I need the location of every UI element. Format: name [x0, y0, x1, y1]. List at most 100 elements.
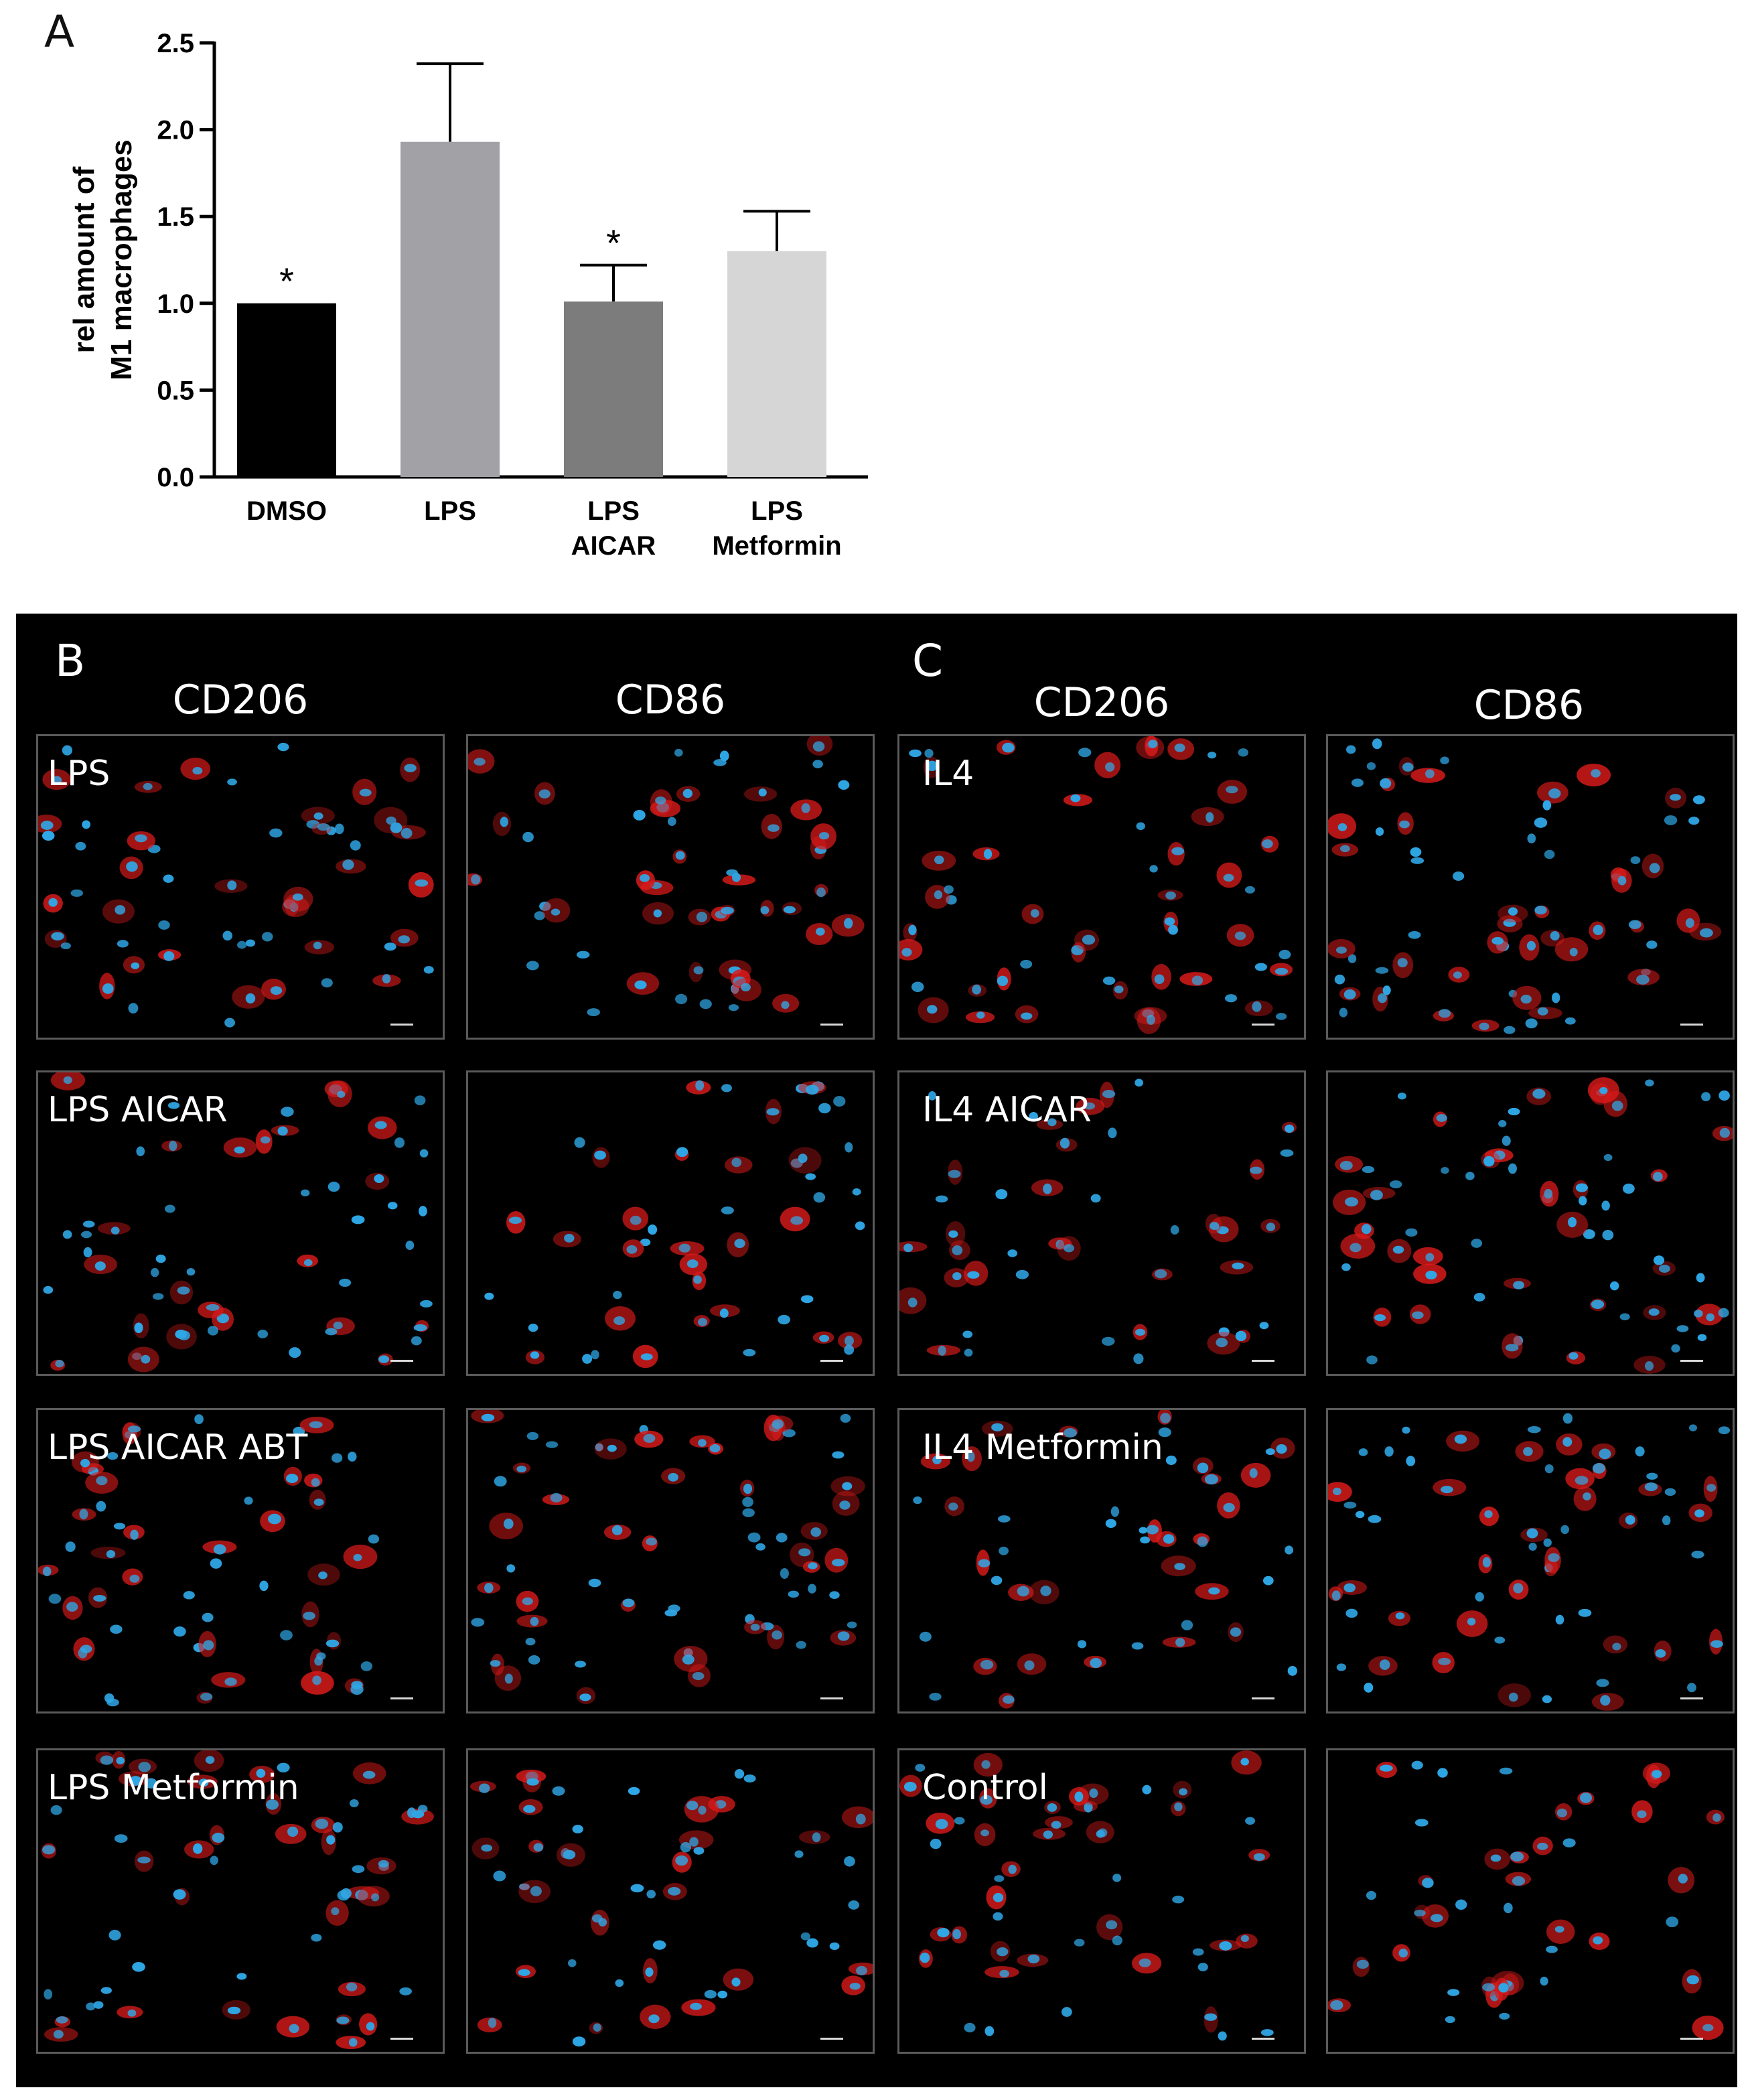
cell-nucleus	[831, 1559, 845, 1567]
cell-nucleus	[1453, 971, 1462, 979]
cell-nucleus	[277, 742, 289, 752]
cell-nucleus	[337, 1091, 346, 1098]
micrograph-image	[899, 1072, 1304, 1374]
cell-nucleus	[668, 1886, 681, 1896]
cell-nucleus	[479, 1783, 490, 1793]
cell-nucleus	[991, 1423, 1004, 1431]
cell-nucleus	[1082, 934, 1096, 945]
cell-nucleus	[63, 1076, 72, 1084]
cell-nucleus	[944, 885, 954, 894]
cell-nucleus	[518, 1969, 530, 1976]
cell-nucleus	[587, 1008, 600, 1017]
cell-nucleus	[484, 1292, 494, 1300]
cell-nucleus	[626, 1245, 638, 1254]
cell-nucleus	[1543, 1538, 1552, 1547]
cell-nucleus	[44, 1989, 53, 2000]
cell-nucleus	[833, 1096, 846, 1107]
cell-nucleus	[1653, 1255, 1665, 1265]
cell-nucleus	[79, 1509, 88, 1520]
cell-nucleus	[167, 1102, 180, 1109]
cell-nucleus	[783, 906, 796, 914]
cell-nucleus	[1260, 2029, 1274, 2036]
cell-nucleus	[55, 1360, 64, 1368]
cell-nucleus	[948, 1502, 958, 1511]
cell-nucleus	[819, 1334, 830, 1342]
cell-nucleus	[1578, 1608, 1592, 1617]
cell-nucleus	[1710, 1640, 1723, 1648]
cell-nucleus	[1063, 1244, 1075, 1253]
cell-nucleus	[591, 1350, 599, 1360]
cell-nucleus	[839, 1500, 851, 1510]
cell-nucleus	[1020, 959, 1033, 969]
cell-nucleus	[1389, 1180, 1402, 1189]
cell-nucleus	[926, 760, 938, 772]
cell-nucleus	[1445, 2016, 1455, 2024]
cell-nucleus	[952, 1245, 963, 1255]
cell-nucleus	[798, 1153, 808, 1164]
scale-bar	[1680, 2038, 1703, 2040]
cell-nucleus	[1110, 1506, 1120, 1517]
cell-nucleus	[1379, 1764, 1393, 1772]
cell-nucleus	[1405, 1228, 1418, 1237]
micrograph-tile: IL4 AICAR	[897, 1070, 1306, 1376]
cell-nucleus	[849, 1983, 861, 1990]
cell-nucleus	[114, 1834, 128, 1843]
cell-nucleus	[316, 1652, 326, 1661]
cell-nucleus	[300, 1189, 310, 1197]
cell-nucleus	[1174, 1563, 1185, 1570]
cell-nucleus	[1104, 762, 1115, 772]
bar-chart: A 0.0 0.5 1.0 1.5 2.0 2.5 rel amount of M1 macr…	[44, 6, 868, 561]
cell-nucleus	[1568, 1352, 1579, 1360]
cell-nucleus	[1622, 1183, 1635, 1194]
cell-nucleus	[528, 1655, 540, 1665]
cell-nucleus	[1649, 863, 1660, 873]
cell-nucleus	[997, 1515, 1011, 1523]
cell-nucleus	[102, 983, 114, 994]
cell-nucleus	[526, 961, 539, 971]
cell-nucleus	[1453, 871, 1465, 881]
cell-nucleus	[1490, 1854, 1502, 1862]
cell-nucleus	[362, 1770, 376, 1779]
cell-nucleus	[1114, 985, 1124, 993]
condition-label: Control	[922, 1768, 1048, 1808]
cell-nucleus	[135, 834, 147, 843]
c-header-cd86: CD86	[1473, 682, 1585, 729]
cell-nucleus	[1691, 1550, 1704, 1559]
cell-nucleus	[1499, 2012, 1510, 2020]
cell-nucleus	[1351, 778, 1364, 787]
category-label: Metformin	[712, 531, 841, 561]
cell-nucleus	[145, 1778, 157, 1789]
cell-nucleus	[124, 1431, 135, 1439]
cell-nucleus	[615, 1979, 624, 1987]
cell-nucleus	[1197, 1963, 1208, 1971]
cell-nucleus	[1664, 1488, 1676, 1496]
cell-nucleus	[568, 1959, 577, 1967]
cell-nucleus	[484, 1583, 494, 1594]
cell-nucleus	[1341, 1263, 1351, 1271]
cell-nucleus	[158, 920, 170, 930]
cell-nucleus	[645, 1967, 654, 1977]
cell-nucleus	[628, 1787, 640, 1795]
cell-nucleus	[1181, 1620, 1193, 1630]
cell-nucleus	[317, 823, 330, 831]
cell-nucleus	[1635, 1446, 1645, 1457]
cell-nucleus	[1029, 1111, 1038, 1121]
micrograph-tile: IL4	[897, 734, 1306, 1040]
cell-nucleus	[1027, 1954, 1040, 1964]
cell-nucleus	[504, 1519, 514, 1529]
cell-nucleus	[1503, 918, 1516, 927]
cell-nucleus	[533, 1843, 544, 1852]
cell-nucleus	[1337, 823, 1347, 831]
cell-nucleus	[1504, 1902, 1513, 1914]
cell-nucleus	[1676, 1325, 1689, 1332]
b-header-cd206: CD206	[172, 677, 309, 723]
cell-nucleus	[915, 1764, 926, 1772]
cell-nucleus	[539, 901, 551, 911]
scale-bar	[1680, 1360, 1703, 1362]
cell-nucleus	[1347, 954, 1357, 963]
cell-nucleus	[78, 1648, 88, 1659]
cell-nucleus	[1644, 1361, 1654, 1371]
bar-lps	[400, 141, 500, 477]
cell-nucleus	[630, 1884, 644, 1893]
cell-nucleus	[143, 782, 153, 790]
